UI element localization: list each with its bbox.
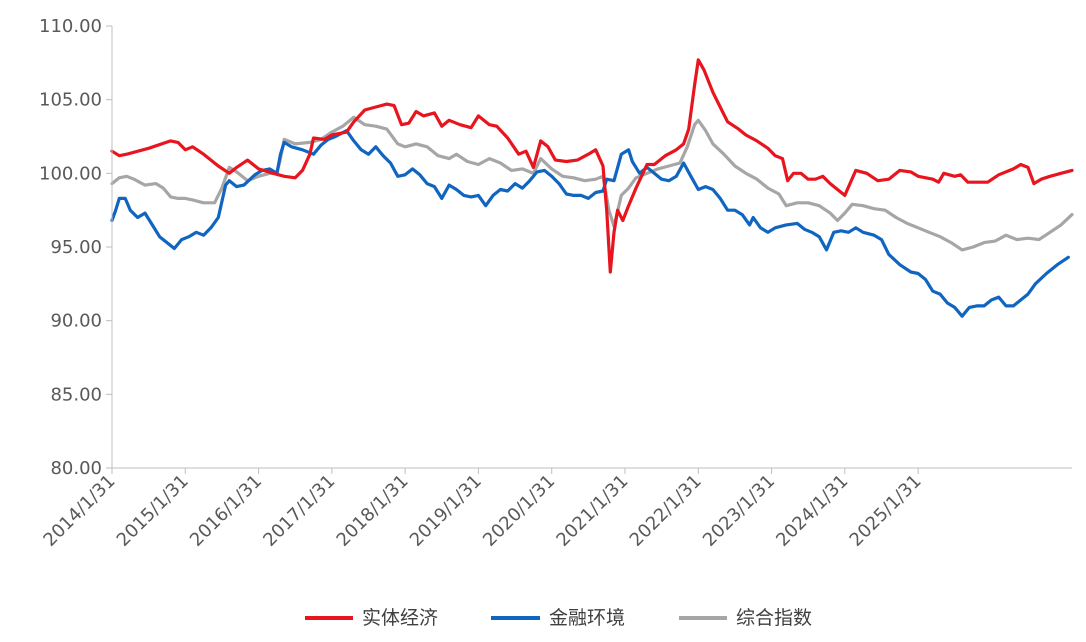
x-tick-label: 2021/1/31 bbox=[552, 471, 632, 551]
y-tick-label: 105.00 bbox=[39, 90, 102, 111]
legend-item-0: 实体经济 bbox=[305, 607, 438, 629]
x-axis-ticks: 2014/1/312015/1/312016/1/312017/1/312018… bbox=[39, 468, 926, 551]
y-tick-label: 85.00 bbox=[50, 384, 102, 405]
legend-label-financial-environment: 金融环境 bbox=[549, 607, 625, 629]
x-tick-label: 2025/1/31 bbox=[846, 471, 926, 551]
series-layer bbox=[110, 58, 1074, 318]
series-line-real-economy bbox=[110, 58, 1074, 274]
legend-label-real-economy: 实体经济 bbox=[362, 607, 438, 629]
y-tick-label: 100.00 bbox=[39, 163, 102, 184]
legend-label-composite-index: 综合指数 bbox=[736, 607, 812, 629]
x-tick-label: 2017/1/31 bbox=[259, 471, 339, 551]
series-line-composite-index bbox=[110, 115, 1074, 252]
y-tick-label: 110.00 bbox=[39, 16, 102, 37]
series-line-financial-environment bbox=[110, 129, 1070, 318]
y-axis-ticks: 80.00 85.00 90.00 95.00 100.00 105.00 110.00 bbox=[39, 16, 112, 479]
x-tick-label: 2024/1/31 bbox=[772, 471, 852, 551]
x-tick-label: 2019/1/31 bbox=[406, 471, 486, 551]
x-tick-label: 2020/1/31 bbox=[479, 471, 559, 551]
x-tick-label: 2018/1/31 bbox=[333, 471, 413, 551]
x-tick-label: 2015/1/31 bbox=[113, 471, 193, 551]
y-tick-label: 80.00 bbox=[50, 458, 102, 479]
y-tick-label: 90.00 bbox=[50, 311, 102, 332]
x-tick-label: 2022/1/31 bbox=[626, 471, 706, 551]
x-tick-label: 2023/1/31 bbox=[699, 471, 779, 551]
x-tick-label: 2016/1/31 bbox=[186, 471, 266, 551]
chart-legend: 实体经济 金融环境 综合指数 bbox=[305, 607, 812, 629]
y-tick-label: 95.00 bbox=[50, 237, 102, 258]
legend-item-2: 综合指数 bbox=[679, 607, 812, 629]
x-tick-label: 2014/1/31 bbox=[39, 471, 119, 551]
legend-item-1: 金融环境 bbox=[491, 607, 625, 629]
